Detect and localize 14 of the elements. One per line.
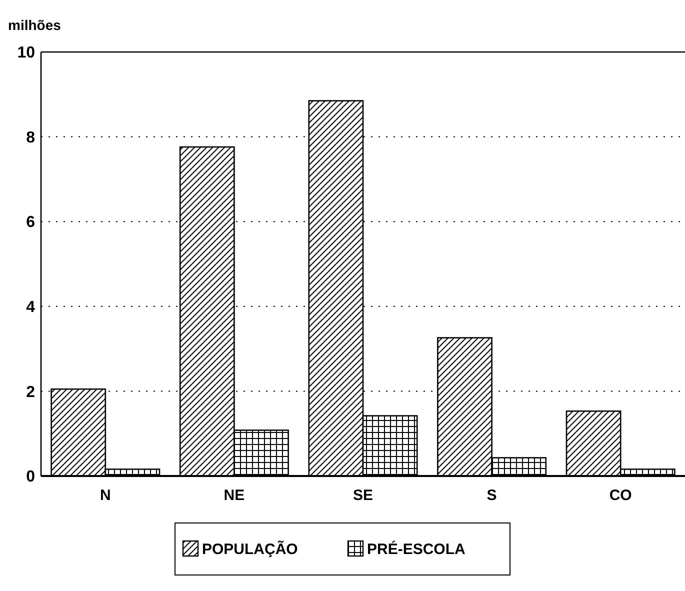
x-tick-label: NE (224, 487, 245, 504)
x-tick-label: N (100, 487, 111, 504)
y-tick-label: 4 (26, 299, 36, 316)
y-tick-label: 2 (26, 384, 36, 401)
y-tick-label: 6 (26, 214, 36, 232)
y-tick-label: 10 (17, 44, 36, 62)
legend-label: POPULAÇÃO (202, 540, 298, 558)
x-tick-label: SE (352, 487, 374, 504)
x-tick-label: S (486, 487, 497, 504)
legend-label: PRÉ-ESCOLA (367, 540, 466, 558)
y-tick-label: 8 (26, 129, 36, 146)
x-tick-label: CO (609, 487, 632, 504)
y-tick-label: 0 (26, 468, 36, 486)
y-axis-title: milhões (8, 17, 62, 33)
